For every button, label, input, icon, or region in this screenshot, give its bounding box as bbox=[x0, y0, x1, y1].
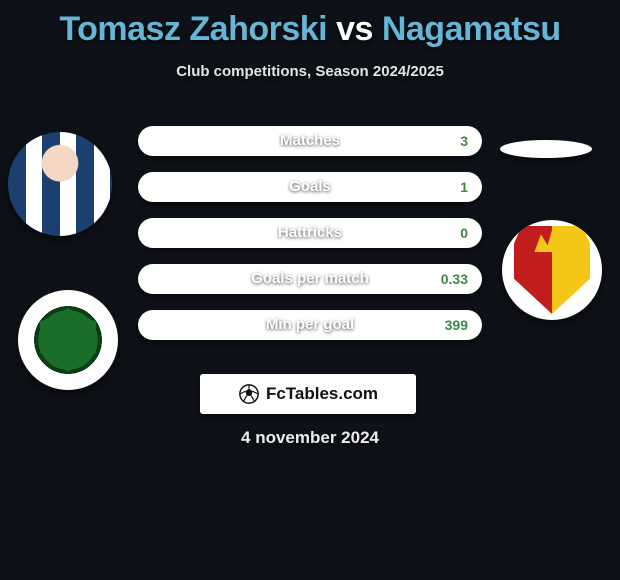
stat-row: Matches 3 bbox=[138, 126, 482, 156]
stat-value: 1 bbox=[460, 172, 468, 202]
stat-row: Min per goal 399 bbox=[138, 310, 482, 340]
stat-label: Goals per match bbox=[138, 264, 482, 294]
branding-link[interactable]: FcTables.com bbox=[200, 374, 416, 414]
player1-club-badge bbox=[18, 290, 118, 390]
branding-text: FcTables.com bbox=[266, 384, 378, 404]
stat-value: 3 bbox=[460, 126, 468, 156]
stat-row: Goals 1 bbox=[138, 172, 482, 202]
page-title: Tomasz Zahorski vs Nagamatsu bbox=[0, 0, 620, 49]
stat-label: Min per goal bbox=[138, 310, 482, 340]
soccer-ball-icon bbox=[238, 383, 260, 405]
footer-date: 4 november 2024 bbox=[0, 428, 620, 448]
stat-value: 0 bbox=[460, 218, 468, 248]
stats-container: Matches 3 Goals 1 Hattricks 0 Goals per … bbox=[138, 126, 482, 356]
player2-avatar bbox=[500, 140, 592, 158]
stat-label: Hattricks bbox=[138, 218, 482, 248]
main-area: Matches 3 Goals 1 Hattricks 0 Goals per … bbox=[0, 110, 620, 460]
stat-label: Matches bbox=[138, 126, 482, 156]
stat-value: 0.33 bbox=[441, 264, 468, 294]
player1-avatar bbox=[8, 132, 112, 236]
stat-label: Goals bbox=[138, 172, 482, 202]
player2-club-badge bbox=[502, 220, 602, 320]
stat-row: Goals per match 0.33 bbox=[138, 264, 482, 294]
subtitle: Club competitions, Season 2024/2025 bbox=[0, 63, 620, 80]
player1-name: Tomasz Zahorski bbox=[59, 10, 327, 48]
stat-value: 399 bbox=[445, 310, 468, 340]
stat-row: Hattricks 0 bbox=[138, 218, 482, 248]
vs-label: vs bbox=[336, 10, 373, 48]
player2-name: Nagamatsu bbox=[382, 10, 561, 48]
